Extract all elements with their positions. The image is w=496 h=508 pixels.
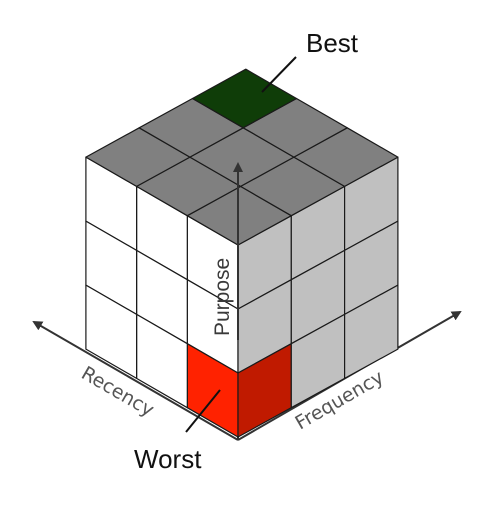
best-label: Best	[306, 28, 359, 58]
top-face	[85, 68, 399, 246]
recency-axis-arrow	[32, 320, 239, 441]
frequency-face-cell	[344, 284, 399, 379]
worst-leader-line	[185, 389, 221, 433]
purpose-axis-label: Purpose	[211, 258, 234, 336]
best-leader-line	[261, 56, 297, 93]
recency-face-cell	[85, 284, 138, 379]
recency-face	[85, 156, 239, 438]
worst-label: Worst	[134, 444, 202, 474]
frequency-face	[237, 156, 399, 438]
